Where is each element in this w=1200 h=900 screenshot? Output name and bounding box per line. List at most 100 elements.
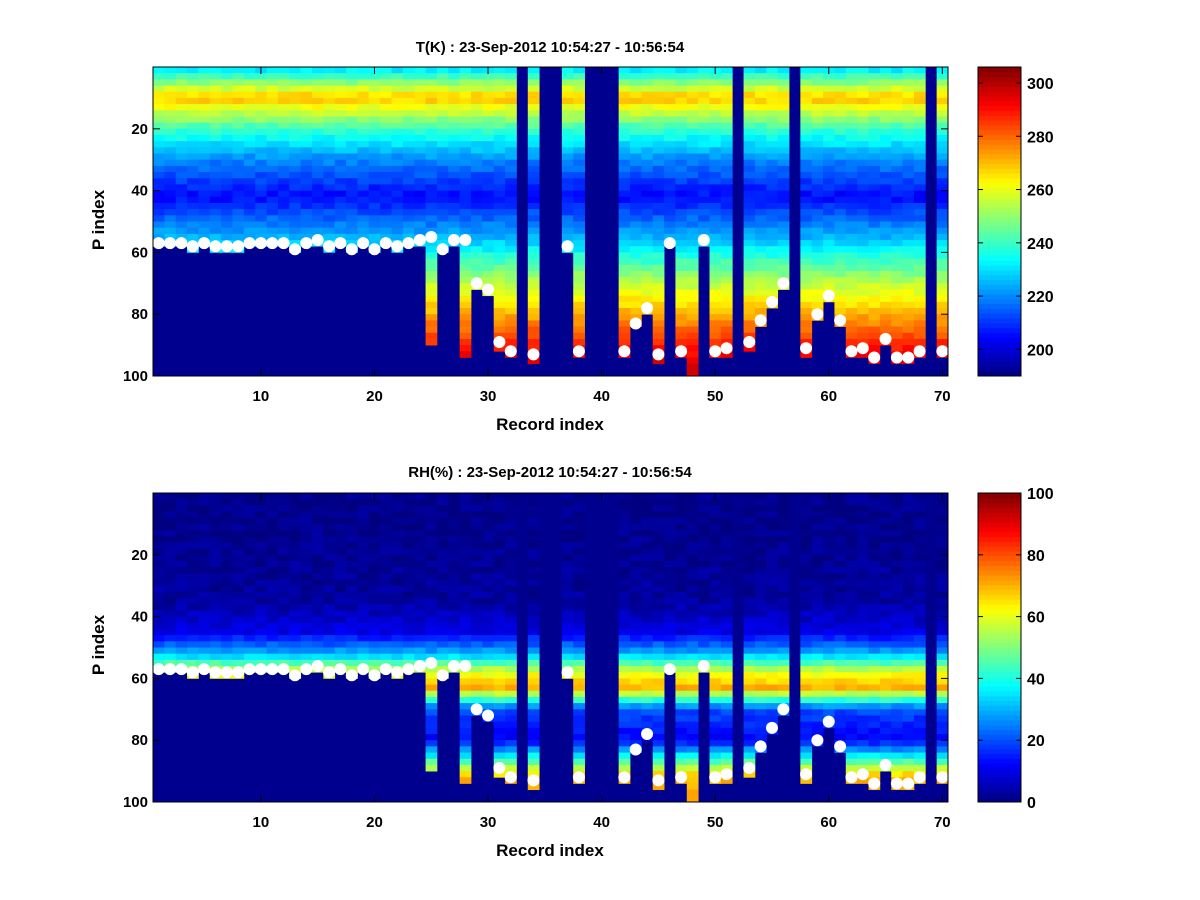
heatmap-cell xyxy=(811,178,824,185)
heatmap-cell xyxy=(289,567,302,574)
heatmap-cell xyxy=(857,777,869,784)
heatmap-cell xyxy=(766,530,779,537)
heatmap-cell xyxy=(743,141,756,148)
heatmap-cell xyxy=(391,610,404,617)
heatmap-cell xyxy=(698,153,710,161)
heatmap-cell xyxy=(641,542,654,550)
heatmap-cell xyxy=(743,215,756,222)
heatmap-cell xyxy=(198,499,211,506)
heatmap-column xyxy=(754,493,767,753)
heatmap-cell xyxy=(823,104,835,111)
heatmap-cell xyxy=(414,622,426,630)
heatmap-cell xyxy=(164,560,177,568)
heatmap-cell xyxy=(153,517,165,525)
heatmap-cell xyxy=(266,585,279,593)
heatmap-cell xyxy=(391,122,404,130)
heatmap-cell xyxy=(675,622,688,630)
heatmap-cell xyxy=(664,190,676,198)
heatmap-cell xyxy=(834,560,847,568)
heatmap-cell xyxy=(277,579,290,587)
heatmap-cell xyxy=(221,505,233,512)
heatmap-cell xyxy=(675,715,688,723)
heatmap-cell xyxy=(664,635,676,642)
heatmap-cell xyxy=(198,573,211,580)
heatmap-column xyxy=(187,493,199,679)
heatmap-cell xyxy=(777,110,790,117)
heatmap-cell xyxy=(743,684,756,692)
heatmap-cell xyxy=(857,530,869,537)
heatmap-cell xyxy=(675,110,688,117)
heatmap-cell xyxy=(879,252,892,259)
heatmap-cell xyxy=(505,320,517,327)
heatmap-cell xyxy=(561,67,574,74)
heatmap-column xyxy=(312,493,324,673)
heatmap-cell xyxy=(175,530,188,537)
heatmap-cell xyxy=(902,684,915,692)
heatmap-cell xyxy=(482,264,495,272)
heatmap-cell xyxy=(436,560,449,568)
heatmap-cell xyxy=(312,573,324,580)
heatmap-cell xyxy=(175,159,188,167)
heatmap-cell xyxy=(641,684,654,692)
heatmap-column xyxy=(743,493,756,778)
heatmap-cell xyxy=(493,178,506,185)
heatmap-cell xyxy=(811,190,824,198)
heatmap-cell xyxy=(561,215,574,222)
heatmap-cell xyxy=(936,91,949,99)
heatmap-cell xyxy=(402,110,415,117)
heatmap-cell xyxy=(232,147,245,154)
surface-marker xyxy=(868,777,881,790)
heatmap-cell xyxy=(425,542,438,550)
heatmap-cell xyxy=(164,585,177,593)
heatmap-cell xyxy=(198,221,211,229)
heatmap-cell xyxy=(936,690,949,698)
heatmap-cell xyxy=(879,622,892,630)
heatmap-cell xyxy=(391,598,404,605)
heatmap-cell xyxy=(255,79,267,86)
heatmap-cell xyxy=(641,97,654,105)
heatmap-cell xyxy=(630,233,642,241)
heatmap-cell xyxy=(902,184,915,191)
heatmap-cell xyxy=(493,530,506,537)
heatmap-cell xyxy=(425,270,438,278)
heatmap-cell xyxy=(289,493,302,500)
heatmap-cell xyxy=(936,159,949,167)
heatmap-cell xyxy=(425,277,438,284)
x-tick-label: 20 xyxy=(366,388,383,405)
heatmap-cell xyxy=(164,610,177,617)
heatmap-cell xyxy=(800,283,813,290)
heatmap-cell xyxy=(232,104,245,111)
heatmap-cell xyxy=(561,598,574,605)
heatmap-cell xyxy=(255,536,267,543)
heatmap-cell xyxy=(879,523,892,531)
heatmap-cell xyxy=(630,215,642,222)
heatmap-cell xyxy=(414,536,426,543)
colorbar-segment xyxy=(978,269,1021,276)
heatmap-cell xyxy=(664,134,676,142)
heatmap-cell xyxy=(243,635,256,642)
heatmap-cell xyxy=(879,604,892,611)
heatmap-cell xyxy=(868,91,881,99)
heatmap-cell xyxy=(879,616,892,624)
heatmap-cell xyxy=(414,116,426,124)
heatmap-cell xyxy=(368,233,381,241)
heatmap-cell xyxy=(243,523,256,531)
heatmap-cell xyxy=(471,567,483,574)
heatmap-cell xyxy=(823,610,835,617)
heatmap-cell xyxy=(187,598,199,605)
heatmap-cell xyxy=(425,308,438,315)
heatmap-cell xyxy=(266,635,279,642)
heatmap-cell xyxy=(857,233,869,241)
colorbar-segment xyxy=(978,318,1021,324)
heatmap-cell xyxy=(698,202,710,210)
heatmap-cell xyxy=(913,283,926,290)
heatmap-cell xyxy=(879,233,892,241)
heatmap-cell xyxy=(902,666,915,673)
heatmap-cell xyxy=(618,635,631,642)
heatmap-cell xyxy=(334,585,347,593)
heatmap-cell xyxy=(436,172,449,179)
heatmap-cell xyxy=(811,696,824,704)
heatmap-cell xyxy=(652,128,665,136)
heatmap-cell xyxy=(323,134,336,142)
heatmap-cell xyxy=(527,647,540,655)
